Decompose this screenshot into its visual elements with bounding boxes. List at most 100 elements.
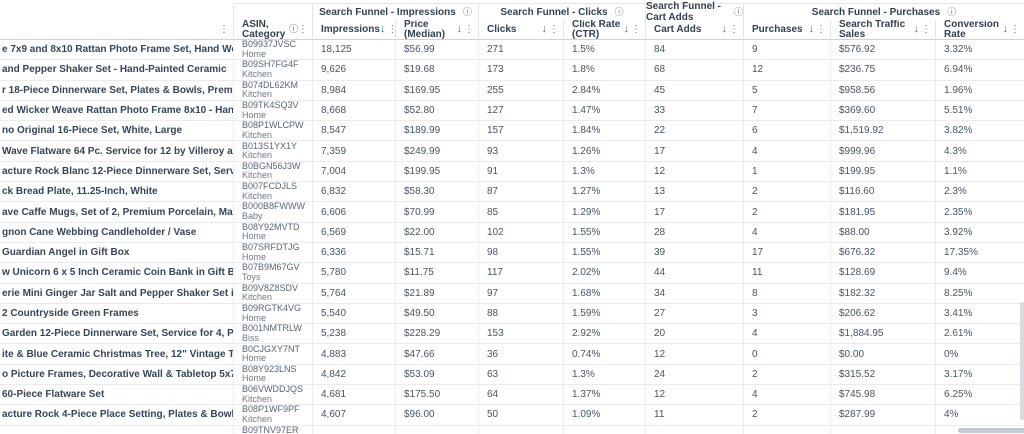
sort-desc-icon[interactable]: ↓: [379, 23, 386, 35]
column-menu-icon[interactable]: ⋮: [816, 23, 826, 35]
column-header-conversion[interactable]: Conversion Rate ↓ ⋮: [935, 20, 1024, 40]
column-header-product[interactable]: ⋮: [0, 20, 233, 40]
cell-product[interactable]: ck Bread Plate, 11.25-Inch, White: [0, 182, 233, 201]
cell-product[interactable]: e 7x9 and 8x10 Rattan Photo Frame Set, H…: [0, 40, 233, 59]
column-menu-icon[interactable]: ⋮: [921, 23, 931, 35]
column-header-price[interactable]: Price (Median) ↓ ⋮: [395, 20, 478, 40]
cell-clicks: 173: [478, 60, 563, 80]
column-header-cart_adds[interactable]: Cart Adds ↓ ⋮: [645, 20, 743, 40]
ctr-value: 2.02%: [572, 267, 601, 279]
cell-product[interactable]: erie Mini Ginger Jar Salt and Pepper Sha…: [0, 284, 233, 303]
column-menu-icon[interactable]: ⋮: [1010, 23, 1020, 35]
column-header-purchases[interactable]: Purchases ↓ ⋮: [743, 20, 830, 40]
asin-text: B000B8FWWW: [242, 202, 306, 212]
cell-ctr: 1.3%: [563, 364, 645, 385]
cell-price: $19.68: [395, 60, 478, 80]
info-icon[interactable]: ⓘ: [733, 6, 743, 17]
cart_adds-value: 34: [654, 287, 666, 299]
table-row: ck Bread Plate, 11.25-Inch, White B007FCD…: [0, 182, 1024, 203]
cell-product[interactable]: Guardian Angel in Gift Box: [0, 243, 233, 262]
cell-purchases: 2: [743, 405, 830, 425]
info-icon[interactable]: ⓘ: [462, 6, 472, 17]
impressions-value: 8,984: [321, 84, 347, 96]
column-menu-icon[interactable]: ⋮: [729, 23, 739, 35]
product-title: gnon Cane Webbing Candleholder / Vase: [2, 226, 197, 238]
column-menu-icon[interactable]: ⋮: [464, 23, 474, 35]
column-header-ctr[interactable]: Click Rate (CTR) ↓ ⋮: [563, 20, 645, 40]
cell-product: [0, 426, 233, 434]
cell-sales: $958.56: [830, 80, 935, 100]
sort-desc-icon[interactable]: ↓: [721, 23, 728, 35]
price-value: $58.30: [404, 186, 435, 198]
cell-conversion: 4.3%: [935, 141, 1024, 161]
column-header-controls: ↓⋮: [380, 24, 395, 35]
cell-product[interactable]: ite & Blue Ceramic Christmas Tree, 12" V…: [0, 344, 233, 363]
ctr-value: 1.55%: [572, 247, 601, 259]
horizontal-scrollbar-thumb[interactable]: [958, 428, 1024, 433]
column-header-sales[interactable]: Search Traffic Sales ↓ ⋮: [830, 20, 935, 40]
clicks-value: 88: [487, 308, 499, 319]
ctr-value: 1.59%: [572, 308, 601, 319]
sort-desc-icon[interactable]: ↓: [623, 23, 630, 35]
table-row-partial: B09TNV97ER: [0, 425, 1024, 434]
purchases-value: 1: [752, 165, 758, 177]
column-menu-icon[interactable]: ⋮: [631, 23, 641, 35]
cell-impressions: 4,607: [312, 405, 395, 425]
column-menu-icon[interactable]: ⋮: [298, 23, 308, 35]
cell-product[interactable]: Garden 12-Piece Dinnerware Set, Service …: [0, 324, 233, 343]
vertical-scrollbar-thumb[interactable]: [1020, 302, 1024, 420]
column-menu-icon[interactable]: ⋮: [387, 24, 395, 35]
cell-product[interactable]: acture Rock 4-Piece Place Setting, Plate…: [0, 405, 233, 424]
category-text: Kitchen: [242, 413, 273, 424]
column-menu-icon[interactable]: ⋮: [219, 23, 229, 35]
cell-conversion: 1.96%: [935, 80, 1024, 100]
cell-product[interactable]: w Unicorn 6 x 5 Inch Ceramic Coin Bank i…: [0, 263, 233, 282]
cell-asin: B09RGTK4VG Home: [233, 303, 312, 324]
cell-product[interactable]: and Pepper Shaker Set - Hand-Painted Cer…: [0, 60, 233, 79]
cell-sales: $206.62: [830, 303, 935, 324]
sort-desc-icon[interactable]: ↓: [913, 23, 920, 35]
cell-product[interactable]: o Picture Frames, Decorative Wall & Tabl…: [0, 365, 233, 384]
info-icon[interactable]: ⓘ: [288, 24, 298, 34]
column-header-asin[interactable]: ASIN, Category ⓘ ⋮: [233, 20, 312, 40]
purchases-value: 3: [752, 308, 758, 319]
ctr-value: 2.92%: [572, 328, 601, 340]
clicks-value: 102: [487, 226, 504, 238]
cell-product[interactable]: gnon Cane Webbing Candleholder / Vase: [0, 223, 233, 242]
cell-product[interactable]: no Original 16-Piece Set, White, Large: [0, 121, 233, 140]
cell-product[interactable]: ave Caffe Mugs, Set of 2, Premium Porcel…: [0, 202, 233, 221]
column-menu-icon[interactable]: ⋮: [549, 23, 559, 35]
cell-purchases: 2: [743, 202, 830, 222]
cell-product[interactable]: 60-Piece Flatware Set: [0, 385, 233, 404]
conversion-value: 1.96%: [944, 84, 973, 96]
purchases-value: 2: [752, 206, 758, 218]
cell-impressions: 6,336: [312, 242, 395, 263]
sort-desc-icon[interactable]: ↓: [456, 23, 463, 35]
product-title: ave Caffe Mugs, Set of 2, Premium Porcel…: [2, 206, 233, 218]
price-value: $175.50: [404, 389, 441, 401]
impressions-value: 18,125: [321, 44, 352, 56]
cell-product[interactable]: acture Rock Blanc 12-Piece Dinnerware Se…: [0, 162, 233, 181]
cell-product[interactable]: 2 Countryside Green Frames: [0, 304, 233, 323]
column-header-clicks[interactable]: Clicks ↓ ⋮: [478, 20, 563, 40]
sort-desc-icon[interactable]: ↓: [1002, 23, 1009, 35]
asin-text: B013S1YX1Y: [242, 141, 298, 151]
column-header-controls: ↓⋮: [722, 24, 740, 35]
info-icon[interactable]: ⓘ: [614, 6, 624, 17]
impressions-value: 4,842: [321, 368, 347, 380]
ctr-value: 1.47%: [572, 105, 601, 117]
cell-clicks: 117: [478, 263, 563, 283]
cell-product[interactable]: Wave Flatware 64 Pc. Service for 12 by V…: [0, 141, 233, 160]
cell-product[interactable]: ed Wicker Weave Rattan Photo Frame 8x10 …: [0, 101, 233, 120]
column-header-impressions[interactable]: Impressions↓⋮: [312, 20, 395, 40]
impressions-value: 6,832: [321, 186, 347, 198]
cell-product[interactable]: r 18-Piece Dinnerware Set, Plates & Bowl…: [0, 81, 233, 100]
sort-desc-icon[interactable]: ↓: [541, 23, 548, 35]
cell-conversion: 17.35%: [935, 242, 1024, 263]
sort-desc-icon[interactable]: ↓: [808, 23, 815, 35]
info-icon[interactable]: ⓘ: [947, 6, 957, 17]
impressions-value: 5,780: [321, 267, 347, 279]
table-row: o Picture Frames, Decorative Wall & Tabl…: [0, 364, 1024, 386]
cart_adds-value: 13: [654, 186, 666, 198]
cell-sales: $88.00: [830, 222, 935, 242]
